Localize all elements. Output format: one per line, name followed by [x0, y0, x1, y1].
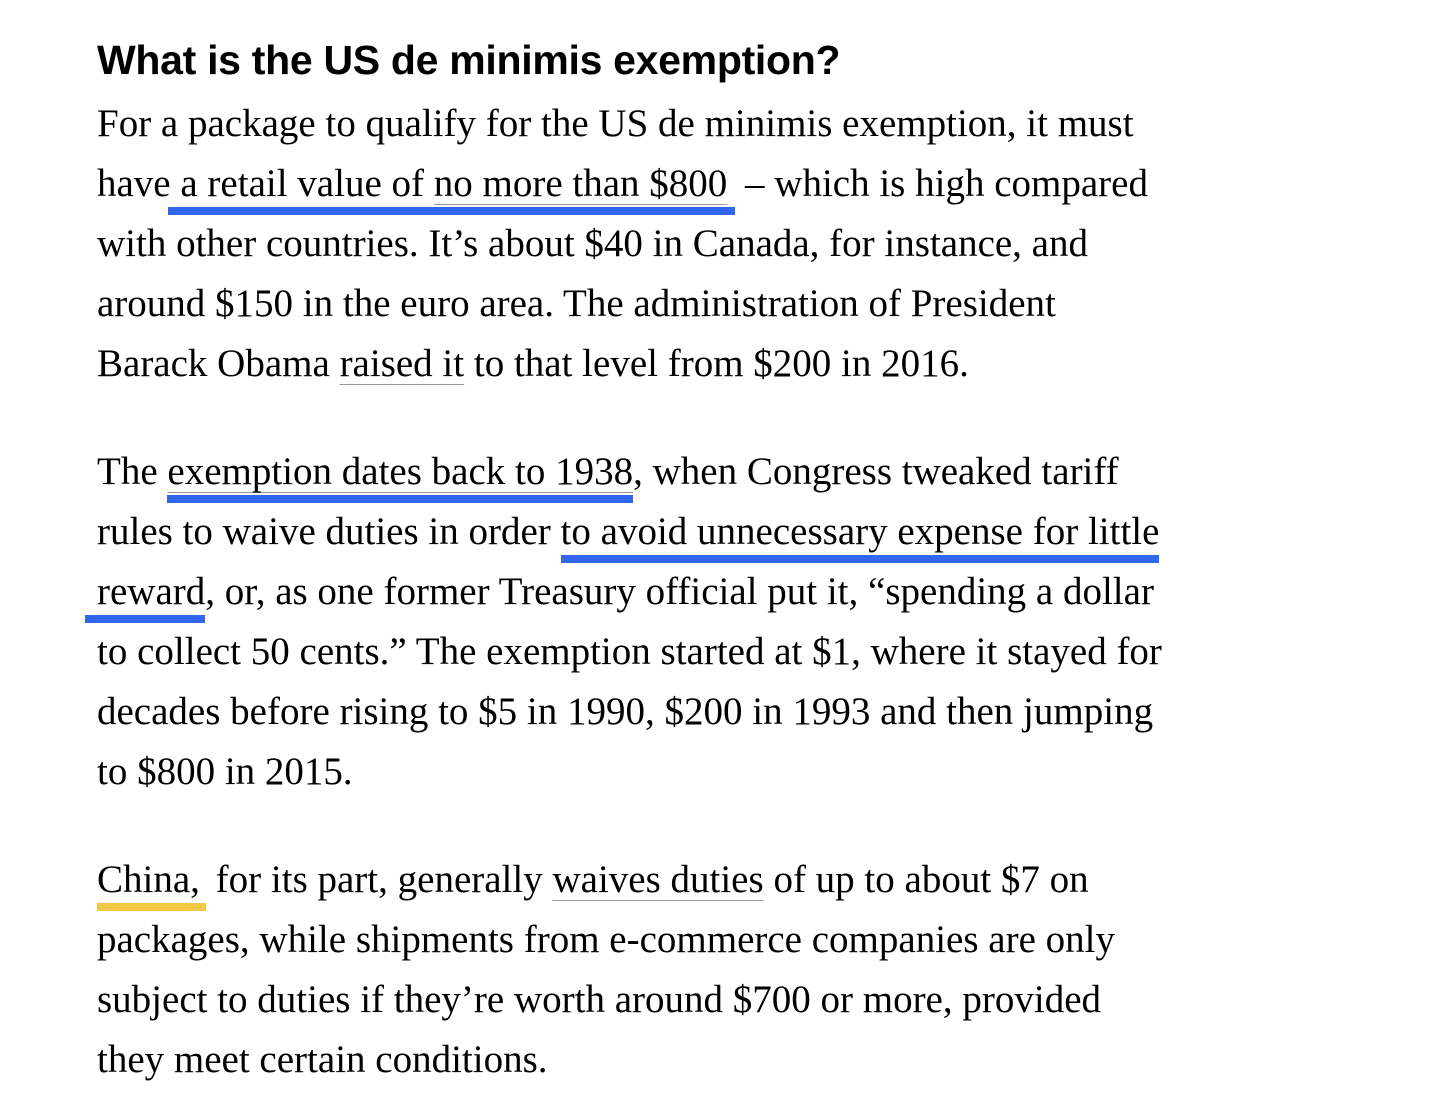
text-line: they meet certain conditions. — [97, 1038, 548, 1081]
text-line: with other countries. It’s about $40 in … — [97, 222, 1088, 265]
paragraph-2: The exemption dates back to 1938, when C… — [85, 442, 1397, 802]
text-line: Barack Obama raised it to that level fro… — [97, 342, 969, 385]
text-line: rules to waive duties in order to avoid … — [97, 502, 1397, 563]
text-line: around $150 in the euro area. The admini… — [97, 282, 1056, 325]
text-line: reward, or, as one former Treasury offic… — [85, 562, 1397, 623]
blue-highlight: to avoid unnecessary expense for little — [560, 510, 1160, 563]
article: What is the US de minimis exemption? For… — [85, 30, 1397, 1090]
section-heading: What is the US de minimis exemption? — [97, 37, 841, 83]
paragraph-3: China, for its part, generally waives du… — [97, 850, 1397, 1090]
link-raised-it[interactable]: raised it — [339, 342, 465, 385]
text-line: to $800 in 2015. — [97, 750, 353, 793]
text-line: have a retail value of no more than $800… — [97, 154, 1397, 215]
yellow-highlight: China, — [97, 858, 206, 911]
text-line: to collect 50 cents.” The exemption star… — [97, 630, 1162, 673]
blue-highlight: reward — [85, 570, 206, 623]
text-line: subject to duties if they’re worth aroun… — [97, 978, 1102, 1021]
blue-highlight: exemption dates back to 1938 — [167, 450, 634, 503]
paragraph-1: For a package to qualify for the US de m… — [97, 94, 1397, 394]
link-no-more-than-800[interactable]: no more than $800 — [433, 162, 728, 205]
text-line: For a package to qualify for the US de m… — [97, 102, 1134, 145]
link-exemption-dates-back[interactable]: exemption dates back to 1938 — [167, 450, 634, 493]
text-line: packages, while shipments from e-commerc… — [97, 918, 1115, 961]
text-line: The exemption dates back to 1938, when C… — [97, 442, 1397, 503]
text-line: China, for its part, generally waives du… — [97, 850, 1397, 911]
text-line: decades before rising to $5 in 1990, $20… — [97, 690, 1154, 733]
link-waives-duties[interactable]: waives duties — [552, 858, 764, 901]
blue-highlight: a retail value of no more than $800 — [168, 162, 736, 215]
